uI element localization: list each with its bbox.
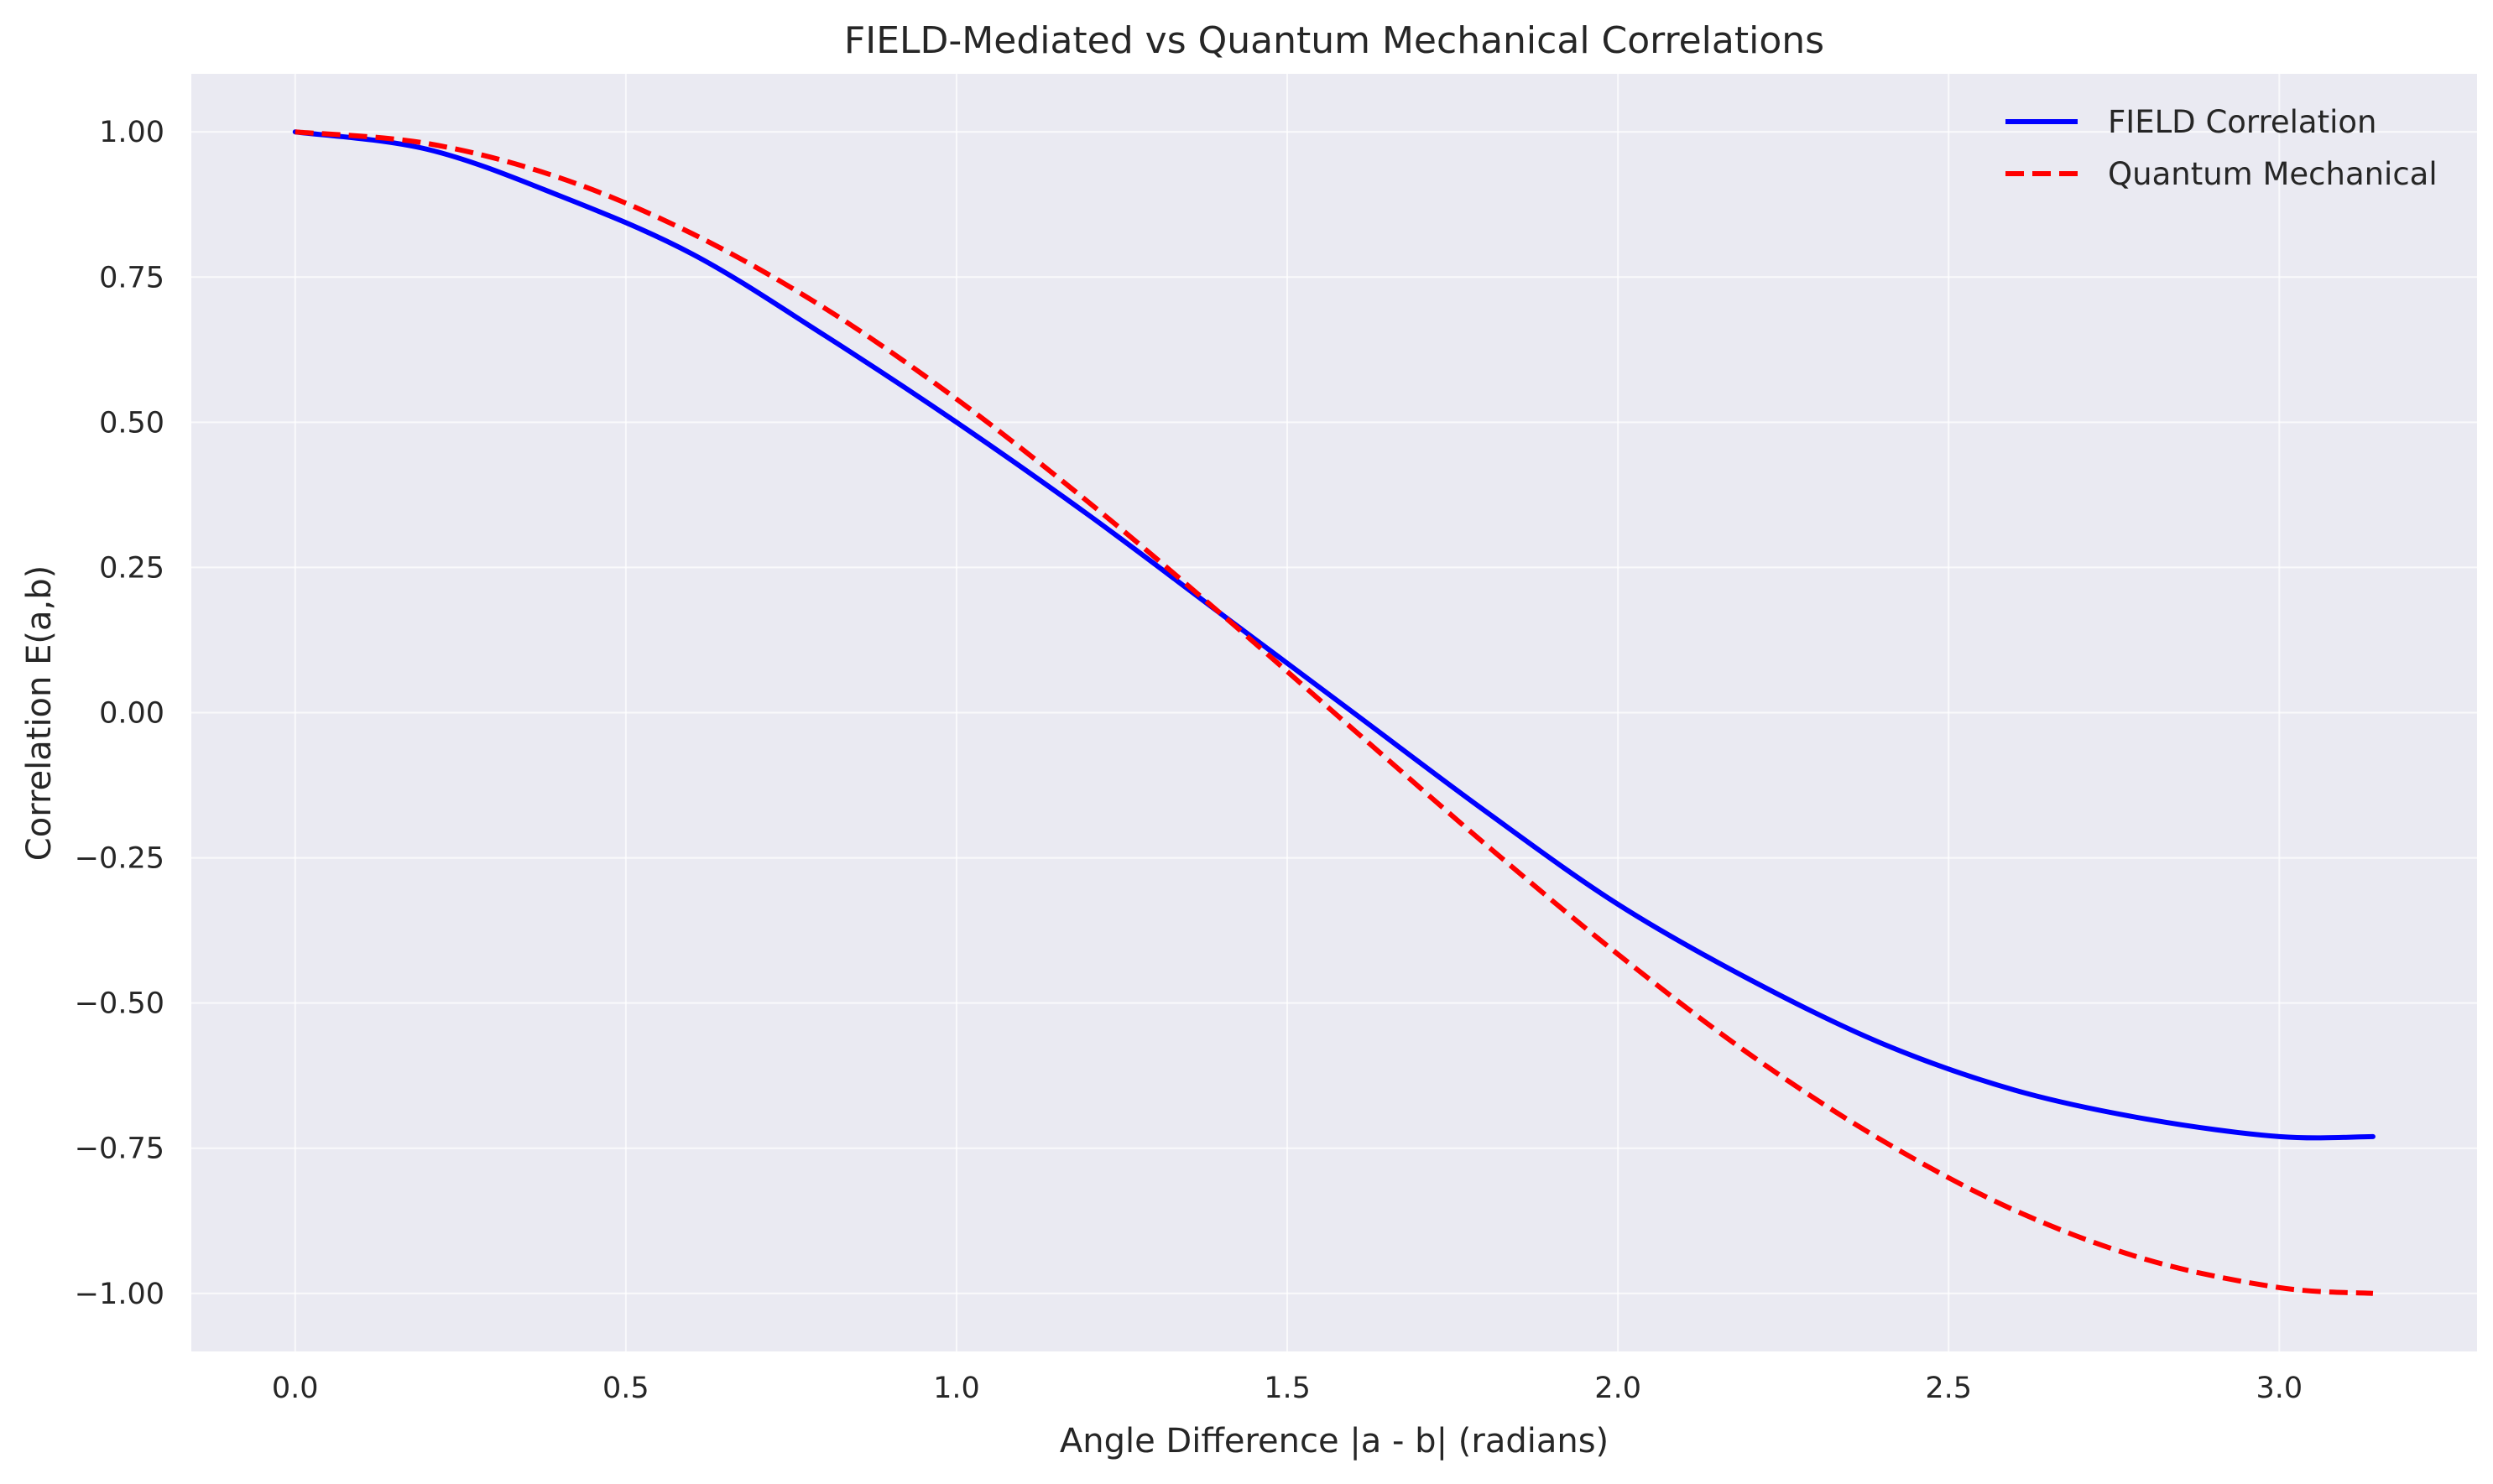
y-tick-label: −0.25 bbox=[75, 842, 164, 876]
series-line-field-correlation bbox=[292, 129, 2376, 1141]
x-tick-label: 3.0 bbox=[2256, 1372, 2303, 1405]
x-tick-label: 0.5 bbox=[602, 1372, 649, 1405]
x-tick-label: 1.0 bbox=[933, 1372, 980, 1405]
series-line-quantum-mechanical bbox=[295, 129, 2374, 1296]
y-tick-label: 0.25 bbox=[99, 551, 164, 585]
x-axis-label: Angle Difference |a - b| (radians) bbox=[1060, 1422, 1609, 1461]
y-tick-label: 0.75 bbox=[99, 261, 164, 294]
x-tick-label: 0.0 bbox=[272, 1372, 319, 1405]
tick-labels: 0.0 0.5 1.0 1.5 2.0 2.5 3.0 1.00 0.75 0.50 0.25 0.0… bbox=[75, 116, 2303, 1405]
legend-label-field: FIELD Correlation bbox=[2108, 104, 2376, 140]
legend-label-quantum: Quantum Mechanical bbox=[2108, 156, 2438, 192]
chart-title: FIELD-Mediated vs Quantum Mechanical Cor… bbox=[844, 19, 1824, 62]
y-tick-label: 0.50 bbox=[99, 406, 164, 440]
x-tick-label: 2.0 bbox=[1594, 1372, 1641, 1405]
x-tick-label: 1.5 bbox=[1264, 1372, 1311, 1405]
y-tick-label: 1.00 bbox=[99, 116, 164, 149]
x-tick-label: 2.5 bbox=[1925, 1372, 1972, 1405]
y-tick-label: −1.00 bbox=[75, 1278, 164, 1311]
grid bbox=[191, 74, 2477, 1351]
legend: FIELD Correlation Quantum Mechanical bbox=[2005, 104, 2438, 192]
y-tick-label: 0.00 bbox=[99, 697, 164, 731]
y-tick-label: −0.50 bbox=[75, 987, 164, 1021]
series-layer bbox=[292, 129, 2376, 1296]
y-axis-label: Correlation E(a,b) bbox=[20, 565, 59, 861]
y-tick-label: −0.75 bbox=[75, 1133, 164, 1166]
